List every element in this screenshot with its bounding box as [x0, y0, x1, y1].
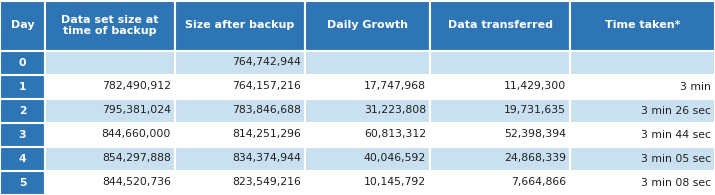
Text: Data transferred: Data transferred — [448, 20, 553, 30]
Bar — [305, 170, 430, 194]
Text: Daily Growth: Daily Growth — [327, 20, 408, 30]
Bar — [175, 98, 305, 122]
Bar — [45, 1, 175, 51]
Bar — [430, 51, 570, 74]
Text: 783,846,688: 783,846,688 — [232, 105, 301, 115]
Bar — [430, 146, 570, 170]
Bar — [175, 122, 305, 146]
Text: 1: 1 — [19, 82, 26, 91]
Bar — [430, 170, 570, 194]
Bar — [45, 98, 175, 122]
Text: 19,731,635: 19,731,635 — [504, 105, 566, 115]
Bar — [175, 74, 305, 98]
Text: Time taken*: Time taken* — [605, 20, 680, 30]
Bar — [570, 170, 715, 194]
Text: 764,742,944: 764,742,944 — [232, 58, 301, 67]
Text: 52,398,394: 52,398,394 — [504, 129, 566, 139]
Bar — [0, 146, 45, 170]
Text: 834,374,944: 834,374,944 — [232, 153, 301, 163]
Text: 3: 3 — [19, 129, 26, 139]
Bar — [570, 122, 715, 146]
Bar — [570, 146, 715, 170]
Text: 814,251,296: 814,251,296 — [232, 129, 301, 139]
Bar — [305, 122, 430, 146]
Bar — [305, 98, 430, 122]
Bar — [0, 98, 45, 122]
Bar — [430, 98, 570, 122]
Text: Day: Day — [11, 20, 34, 30]
Text: 795,381,024: 795,381,024 — [102, 105, 171, 115]
Text: 854,297,888: 854,297,888 — [102, 153, 171, 163]
Bar — [430, 74, 570, 98]
Bar — [175, 146, 305, 170]
Bar — [175, 1, 305, 51]
Text: 3 min 05 sec: 3 min 05 sec — [641, 153, 711, 163]
Bar — [0, 122, 45, 146]
Bar — [0, 51, 45, 74]
Bar — [45, 146, 175, 170]
Bar — [45, 74, 175, 98]
Text: 31,223,808: 31,223,808 — [364, 105, 426, 115]
Text: 60,813,312: 60,813,312 — [364, 129, 426, 139]
Text: 3 min 26 sec: 3 min 26 sec — [641, 105, 711, 115]
Text: 3 min 44 sec: 3 min 44 sec — [641, 129, 711, 139]
Text: 40,046,592: 40,046,592 — [364, 153, 426, 163]
Text: 0: 0 — [19, 58, 26, 67]
Text: 2: 2 — [19, 105, 26, 115]
Text: Data set size at
time of backup: Data set size at time of backup — [61, 15, 159, 36]
Text: 7,664,866: 7,664,866 — [511, 177, 566, 188]
Bar — [430, 1, 570, 51]
Bar — [305, 146, 430, 170]
Bar — [45, 51, 175, 74]
Bar — [175, 170, 305, 194]
Bar — [305, 1, 430, 51]
Text: 844,660,000: 844,660,000 — [102, 129, 171, 139]
Bar — [0, 74, 45, 98]
Text: 11,429,300: 11,429,300 — [504, 82, 566, 91]
Bar — [570, 51, 715, 74]
Text: 4: 4 — [19, 153, 26, 163]
Text: 764,157,216: 764,157,216 — [232, 82, 301, 91]
Text: 3 min: 3 min — [680, 82, 711, 91]
Text: 10,145,792: 10,145,792 — [364, 177, 426, 188]
Bar — [0, 1, 45, 51]
Text: 17,747,968: 17,747,968 — [364, 82, 426, 91]
Bar — [45, 170, 175, 194]
Bar — [305, 74, 430, 98]
Text: 782,490,912: 782,490,912 — [102, 82, 171, 91]
Bar — [0, 170, 45, 194]
Bar — [570, 1, 715, 51]
Text: Size after backup: Size after backup — [185, 20, 295, 30]
Text: 24,868,339: 24,868,339 — [504, 153, 566, 163]
Bar — [45, 122, 175, 146]
Text: 844,520,736: 844,520,736 — [102, 177, 171, 188]
Text: 5: 5 — [19, 177, 26, 188]
Bar — [430, 122, 570, 146]
Text: 823,549,216: 823,549,216 — [232, 177, 301, 188]
Bar — [305, 51, 430, 74]
Text: 3 min 08 sec: 3 min 08 sec — [641, 177, 711, 188]
Bar — [570, 98, 715, 122]
Bar — [175, 51, 305, 74]
Bar — [570, 74, 715, 98]
